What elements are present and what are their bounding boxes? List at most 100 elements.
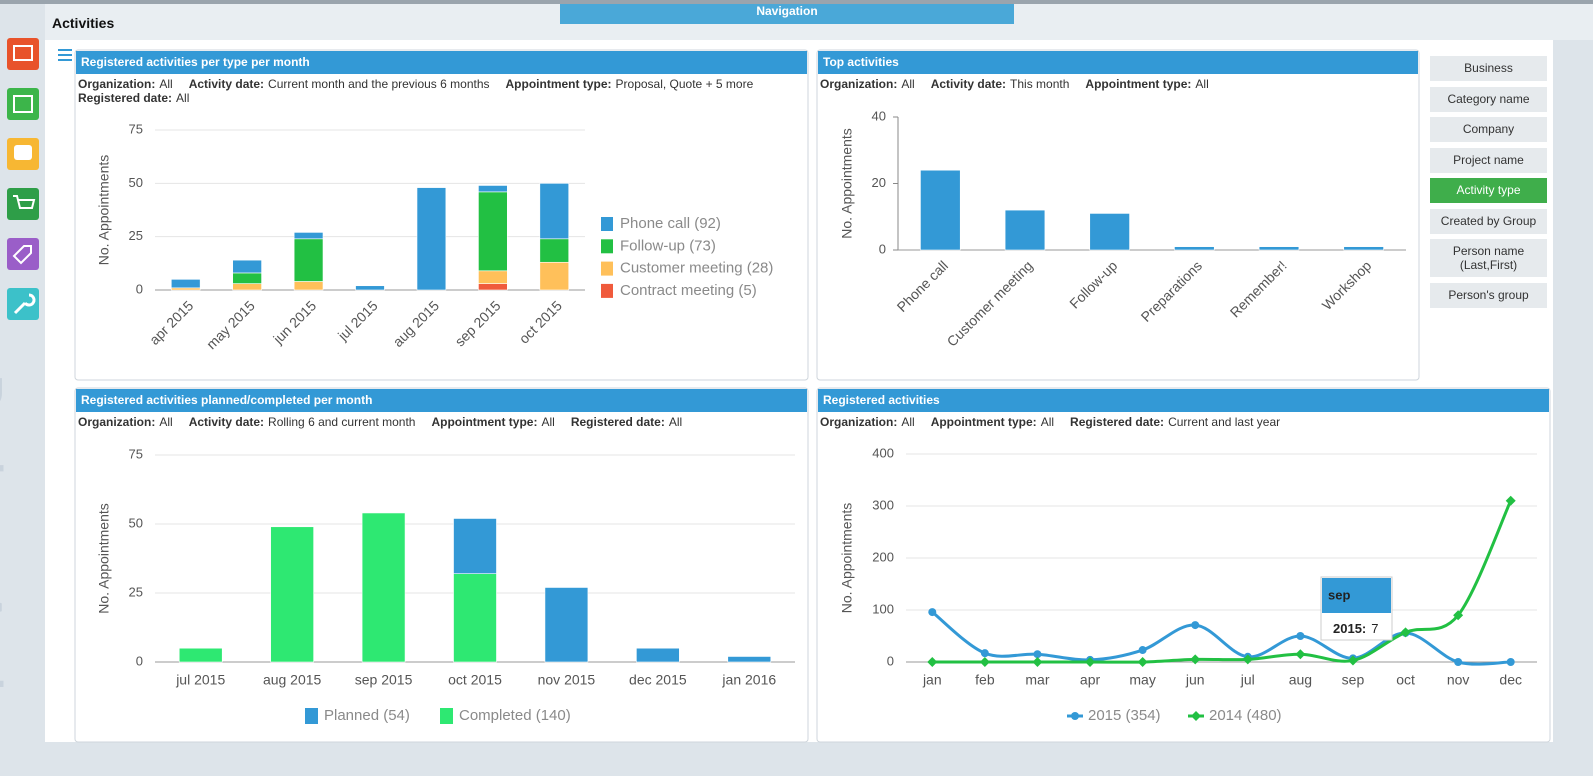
point [1085,657,1096,667]
filter-value: Proposal, Quote + 5 more [616,77,754,91]
filter-label: Appointment type: [431,415,537,429]
point [979,657,990,667]
y-tick-label: 25 [129,584,143,599]
hamburger[interactable] [58,49,72,61]
panel-header [818,51,1418,74]
y-tick-label: 0 [136,653,143,668]
y-axis-title: No. Appointments [839,503,855,614]
dimension-button[interactable]: Activity type [1430,178,1547,203]
dimension-button[interactable]: Company [1430,117,1547,142]
bar [920,169,961,251]
dimension-button[interactable]: Category name [1430,86,1547,112]
x-tick-label: apr [1080,672,1101,688]
point [1032,657,1043,667]
y-tick-label: 20 [872,175,886,190]
legend-label: Planned (54) [324,707,410,724]
tooltip: sep 2015: 7 [1320,576,1393,641]
filter-label: Activity date: [189,77,264,91]
top-border [0,0,1593,4]
point [1190,654,1201,665]
point [1296,632,1305,640]
bar [453,573,497,663]
y-tick-label: 0 [136,281,143,296]
bar [416,187,447,291]
y-tick-label: 300 [872,497,894,512]
bar [1004,209,1046,251]
y-tick-label: 100 [872,601,894,616]
dimension-button[interactable]: Project name [1430,147,1547,173]
dimension-button[interactable]: Person name (Last,First) [1430,239,1547,277]
bar [1089,213,1130,251]
dimension-button[interactable]: Person's group [1430,282,1547,308]
filter-value: All [669,415,682,429]
filter-value: This month [1010,77,1069,91]
bar [293,281,324,291]
x-tick-label: sep 2015 [355,672,413,688]
legend-swatch [601,261,613,276]
legend-swatch [601,217,613,231]
line [931,610,1511,666]
point [1505,495,1516,506]
bar [293,232,324,240]
navigation-tab[interactable] [560,4,1014,24]
point [1295,649,1306,660]
y-tick-label: 0 [887,653,894,668]
x-tick-label: sep [1342,672,1365,688]
bar [1258,246,1300,251]
point [928,608,937,617]
point [1347,655,1358,666]
filter-value: All [176,91,189,105]
point [980,649,989,658]
legend-label: 2015 (354) [1088,707,1161,724]
filter-label: Registered date: [571,415,665,429]
bar [478,191,508,272]
point [1191,621,1200,630]
x-tick-label: mar [1025,672,1049,688]
icon-tables[interactable] [7,88,39,120]
bar [727,656,772,663]
bar [1174,246,1215,251]
legend-swatch [440,708,453,724]
x-tick-label: jan [922,672,942,688]
filter-label: Organization: [78,77,155,91]
navigation-label[interactable]: Navigation [756,4,817,18]
y-axis-title: No. Appointments [96,155,112,266]
legend-label: Contract meeting (5) [620,282,757,299]
point [927,657,938,667]
bar [478,283,508,291]
x-tick-label: jul [1240,672,1255,688]
icon-reports[interactable] [7,38,39,70]
y-axis-title: No. Appointments [96,503,112,614]
bar [232,259,262,274]
x-tick-label: feb [975,672,995,688]
bar [478,270,508,284]
panel-header [818,389,1549,412]
filter-line: Organization: All Activity date: This month… [820,77,1209,91]
dimension-button[interactable]: Business [1430,56,1547,81]
legend-label: Follow-up (73) [620,237,716,254]
icon-shop[interactable] [7,188,39,220]
bar [232,272,262,284]
filter-value: All [541,415,554,429]
y-tick-label: 50 [129,175,143,190]
dimension-button[interactable]: Created by Group [1430,208,1547,234]
bar [539,261,570,291]
legend-label: Completed (140) [459,707,571,724]
x-tick-label: oct 2015 [448,672,502,688]
filter-label: Organization: [820,415,897,429]
bar [170,287,201,291]
bar [544,587,589,663]
bar [539,238,570,263]
filter-value: All [901,415,914,429]
filter-label: Registered date: [1070,415,1164,429]
bar [178,647,223,663]
panel-title: Top activities [823,55,899,69]
icon-tags[interactable] [7,238,39,270]
filter-value: All [159,77,172,91]
icon-glyph [13,95,33,113]
panel-title: Registered activities per type per month [81,55,310,69]
x-tick-label: nov [1447,672,1470,688]
filter-label: Activity date: [931,77,1006,91]
